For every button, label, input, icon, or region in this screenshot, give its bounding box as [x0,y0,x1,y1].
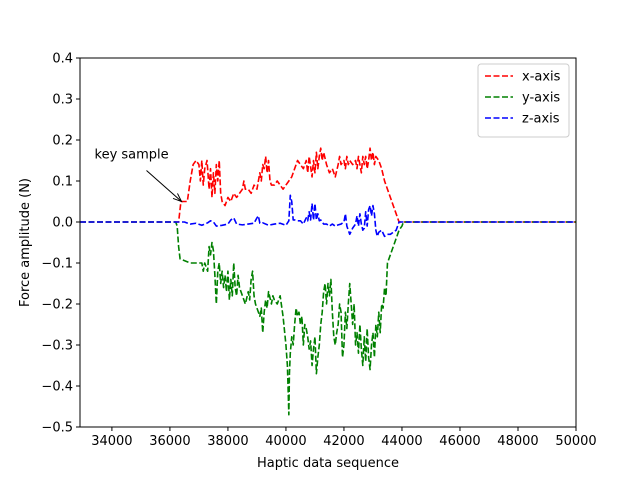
x-tick-label: 48000 [497,434,538,449]
y-tick-label: −0.4 [41,380,73,395]
y-tick-label: 0.0 [52,216,73,231]
x-axis: 34000 36000 38000 40000 42000 44000 46000 48000… [91,427,597,449]
annotation-arrow [146,170,182,202]
x-tick-label: 34000 [91,434,132,449]
x-tick-label: 42000 [323,434,364,449]
series-line-y-axis [80,221,576,416]
y-tick-label: 0.1 [52,175,73,190]
plot-frame [79,57,577,428]
y-tick-label: −0.1 [41,257,73,272]
x-tick-label: 50000 [555,434,596,449]
y-axis-label: Force amplitude (N) [18,178,33,307]
y-tick-label: −0.5 [41,421,73,436]
annotation-arrowhead [172,193,183,203]
y-axis: −0.5 −0.4 −0.3 −0.2 −0.1 0.0 0.1 0.2 0.3 0.4 [41,52,80,436]
series-line-x-axis [80,147,576,223]
x-axis-label: Haptic data sequence [257,456,399,471]
legend-label-y-axis: y-axis [522,91,560,106]
x-tick-label: 46000 [439,434,480,449]
legend-label-x-axis: x-axis [522,70,561,85]
y-tick-label: 0.3 [52,93,73,108]
x-tick-label: 38000 [207,434,248,449]
y-tick-label: 0.2 [52,134,73,149]
y-tick-label: −0.3 [41,339,73,354]
y-tick-label: −0.2 [41,298,73,313]
annotation-layer: key sample [95,148,183,203]
series-layer [80,147,576,416]
y-tick-label: 0.4 [52,52,73,67]
x-tick-label: 40000 [265,434,306,449]
legend-label-z-axis: z-axis [522,112,560,127]
legend-box [477,63,570,138]
series-line-z-axis [80,194,576,238]
legend: x-axis y-axis z-axis [477,63,570,138]
x-tick-label: 36000 [149,434,190,449]
x-tick-label: 44000 [381,434,422,449]
annotation-label: key sample [95,148,169,163]
